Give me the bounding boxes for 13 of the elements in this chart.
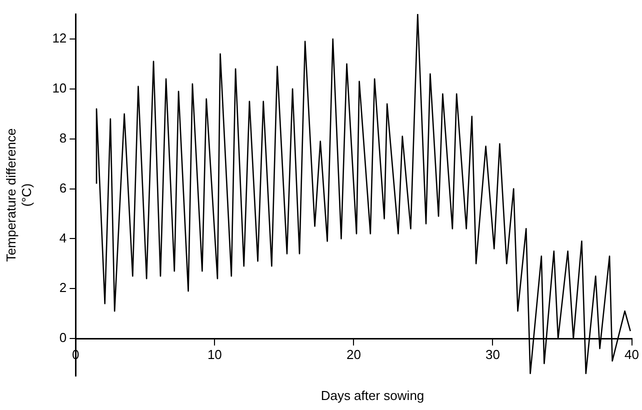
- x-tick-label: 30: [486, 346, 500, 362]
- y-tick-label: 4: [59, 230, 67, 246]
- y-tick-label: 0: [59, 330, 67, 346]
- x-tick-label: 40: [624, 346, 640, 362]
- x-axis-title: Days after sowing: [320, 388, 426, 403]
- y-tick-label: 8: [59, 130, 67, 146]
- y-tick-label: 6: [59, 180, 67, 196]
- x-tick-label: 20: [346, 346, 361, 362]
- y-tick-label: 2: [59, 280, 67, 296]
- y-tick-label: 12: [52, 30, 67, 46]
- y-tick-label: 10: [52, 80, 67, 96]
- x-tick-label: 10: [207, 346, 222, 362]
- y-axis-title: Temperature difference (°C): [3, 128, 34, 262]
